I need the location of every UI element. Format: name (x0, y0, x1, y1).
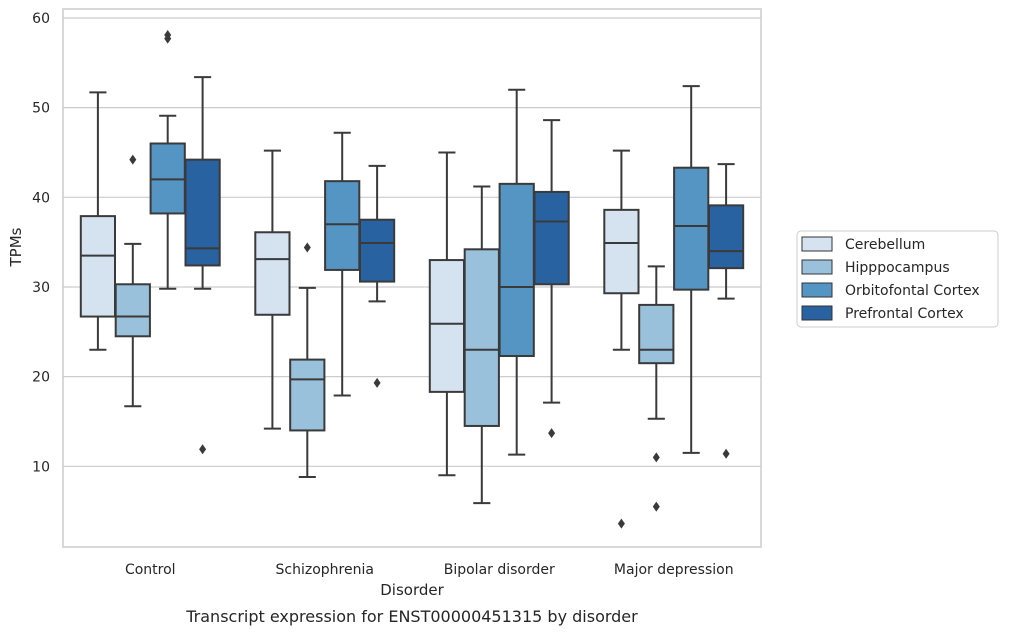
outlier-point (303, 242, 311, 253)
box-0-1 (254, 149, 291, 430)
legend-label: Prefrontal Cortex (845, 306, 964, 322)
box-2-3 (673, 85, 710, 454)
box-3-2 (533, 119, 570, 439)
x-tick-label: Schizophrenia (276, 562, 374, 578)
legend-swatch (801, 236, 833, 252)
box-1-2 (463, 185, 500, 505)
box-body (358, 218, 396, 283)
outlier-point (652, 452, 660, 463)
outlier-point (164, 30, 172, 41)
box-1-0 (114, 154, 151, 408)
box-body (184, 158, 221, 267)
y-tick-label: 50 (32, 101, 50, 117)
box-body (707, 204, 745, 270)
x-tick-label: Control (125, 562, 176, 578)
box-0-0 (79, 91, 117, 351)
outlier-point (199, 444, 207, 455)
box-body (603, 208, 640, 295)
box-2-0 (149, 30, 186, 290)
box-body (463, 248, 500, 427)
legend-swatch (801, 305, 833, 321)
y-axis-label: TPMs (7, 227, 25, 267)
x-tick-labels: Control Schizophrenia Bipolar disorder Majo… (125, 562, 734, 578)
box-3-3 (707, 163, 745, 459)
box-1-1 (289, 242, 326, 479)
box-2-1 (324, 131, 361, 397)
box-body (79, 215, 117, 318)
box-0-3 (603, 149, 640, 529)
outlier-point (129, 154, 137, 165)
outlier-point (722, 448, 730, 459)
box-body (254, 231, 291, 316)
legend-swatch (801, 259, 833, 275)
legend-label: Cerebellum (845, 237, 925, 253)
y-tick-label: 20 (32, 370, 50, 386)
chart-caption: Transcript expression for ENST0000045131… (185, 607, 638, 626)
y-tick-label: 10 (32, 459, 50, 475)
outlier-point (373, 377, 381, 388)
box-body (324, 180, 361, 271)
box-body (638, 303, 675, 365)
box-body (498, 182, 535, 358)
box-body (533, 190, 570, 286)
plot-area-frame (62, 8, 762, 548)
box-body (114, 283, 151, 338)
box-body (428, 259, 466, 393)
legend-label: Orbitofontal Cortex (845, 283, 980, 299)
legend: Cerebellum Hipppocampus Orbitofontal Corte… (796, 230, 999, 328)
legend-swatch (801, 282, 833, 298)
box-2-2 (498, 88, 535, 456)
outlier-point (548, 428, 556, 439)
box-body (289, 358, 326, 432)
box-3-0 (184, 76, 221, 455)
outlier-point (617, 518, 625, 529)
y-tick-label: 60 (32, 11, 50, 27)
box-3-1 (358, 164, 396, 388)
y-tick-labels: 10 20 30 40 50 60 (32, 11, 50, 475)
box-body (673, 166, 710, 291)
x-tick-label: Bipolar disorder (444, 562, 555, 578)
y-tick-label: 30 (32, 280, 50, 296)
outlier-point (652, 501, 660, 512)
x-axis-label: Disorder (380, 581, 444, 599)
box-0-2 (428, 151, 466, 477)
y-tick-label: 40 (32, 190, 50, 206)
legend-frame (796, 230, 999, 328)
x-tick-label: Major depression (614, 562, 734, 578)
box-groups (79, 30, 745, 529)
legend-label: Hipppocampus (845, 260, 950, 276)
box-1-3 (638, 265, 675, 512)
